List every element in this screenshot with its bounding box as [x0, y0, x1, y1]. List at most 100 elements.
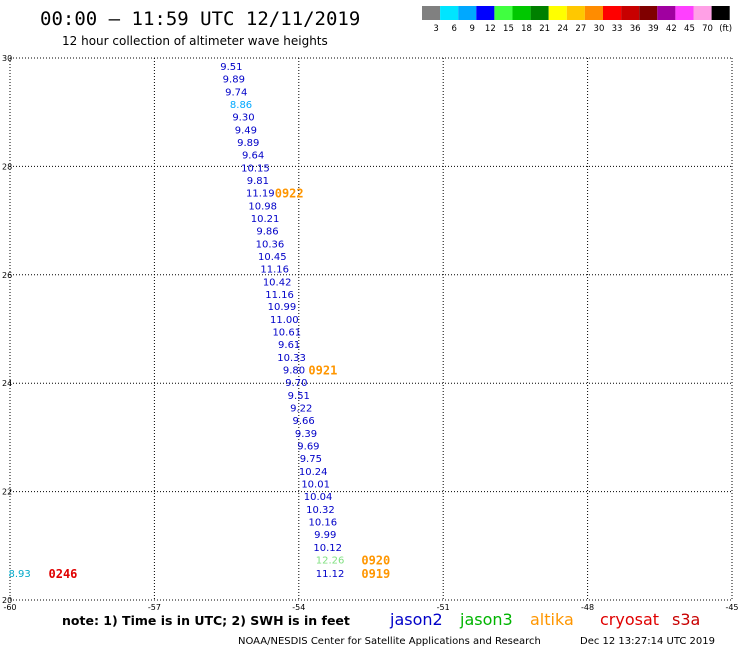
colorbar-label: 3: [433, 24, 438, 34]
swh-value: 9.69: [297, 442, 319, 453]
swh-value: 10.16: [309, 517, 338, 528]
colorbar-swatch: [566, 6, 585, 20]
swh-value: 9.74: [225, 88, 247, 99]
swh-value: 11.16: [265, 290, 294, 301]
colorbar-label: 27: [575, 24, 586, 34]
swh-value: 10.24: [299, 467, 328, 478]
generated-timestamp: Dec 12 13:27:14 UTC 2019: [580, 636, 715, 647]
swh-value: 9.64: [242, 150, 264, 161]
colorbar-label: 45: [684, 24, 695, 34]
colorbar-label: 15: [503, 24, 514, 34]
swh-value: 9.89: [223, 75, 245, 86]
swh-value: 9.61: [278, 340, 300, 351]
colorbar-label: 36: [630, 24, 641, 34]
pass-time: 0921: [308, 364, 337, 378]
y-tick-label: 28: [2, 162, 12, 171]
colorbar-swatch: [711, 6, 730, 20]
swh-value: 10.99: [268, 302, 297, 313]
swh-value: 10.98: [248, 201, 277, 212]
swh-value: 8.86: [230, 100, 252, 111]
plot-grid: [9, 57, 733, 601]
swh-value: 9.70: [285, 378, 307, 389]
swh-value: 10.36: [256, 239, 285, 250]
colorbar-label: 70: [702, 24, 713, 34]
y-tick-label: 30: [2, 54, 12, 63]
satellite-legend: jason2 jason3 altika cryosat s3a: [389, 610, 700, 629]
swh-value: 11.12: [316, 569, 345, 580]
swh-value: 9.89: [237, 138, 259, 149]
swh-value: 11.00: [270, 315, 299, 326]
y-tick-label: 20: [2, 596, 12, 605]
colorbar-label: 39: [648, 24, 659, 34]
swh-value: 8.93: [8, 569, 30, 580]
pass-time: 0246: [49, 567, 78, 581]
colorbar-label: 30: [594, 24, 605, 34]
swh-value: 9.39: [295, 429, 317, 440]
swh-value: 10.32: [306, 505, 335, 516]
wave-height-values: 9.519.899.748.869.309.499.899.6410.159.8…: [8, 62, 344, 580]
axis-tick-labels: -60 -57 -54 -51 -48 -45 20 22 24 26 28 30: [2, 54, 739, 612]
swh-value: 9.86: [256, 226, 278, 237]
x-tick-label: -45: [725, 603, 738, 612]
swh-value: 11.16: [260, 264, 289, 275]
colorbar-label: 42: [666, 24, 677, 34]
colorbar-label: 9: [470, 24, 475, 34]
colorbar-legend: 3 6 9 12 15 18 21 24 27 30 33 36 39 42 45 70 (ft): [422, 6, 732, 34]
swh-value: 10.21: [251, 214, 280, 225]
swh-value: 9.30: [232, 113, 254, 124]
swh-value: 10.15: [241, 163, 270, 174]
colorbar-label: 24: [557, 24, 568, 34]
swh-value: 10.04: [304, 492, 333, 503]
footnote: note: 1) Time is in UTC; 2) SWH is in fe…: [62, 613, 350, 628]
colorbar-swatch: [675, 6, 694, 20]
chart-subtitle: 12 hour collection of altimeter wave hei…: [62, 34, 328, 48]
satellite-legend-s3a: s3a: [672, 610, 700, 629]
colorbar-swatch: [639, 6, 658, 20]
pass-time: 0919: [361, 567, 390, 581]
x-tick-label: -48: [581, 603, 594, 612]
x-tick-label: -51: [437, 603, 450, 612]
colorbar-swatch: [584, 6, 603, 20]
satellite-legend-cryosat: cryosat: [600, 610, 659, 629]
colorbar-swatch: [548, 6, 567, 20]
swh-value: 9.80: [283, 366, 305, 377]
colorbar-swatch: [512, 6, 531, 20]
colorbar-swatch: [458, 6, 477, 20]
colorbar-label: 21: [539, 24, 550, 34]
swh-value: 9.99: [314, 530, 336, 541]
satellite-legend-jason3: jason3: [459, 610, 513, 629]
swh-value: 10.12: [313, 543, 342, 554]
swh-value: 9.22: [290, 404, 312, 415]
credit-line: NOAA/NESDIS Center for Satellite Applica…: [238, 636, 541, 647]
colorbar-swatch: [494, 6, 513, 20]
swh-value: 10.01: [301, 479, 330, 490]
colorbar-label: 33: [612, 24, 623, 34]
y-tick-label: 26: [2, 271, 12, 280]
x-tick-label: -60: [3, 603, 16, 612]
pass-time: 0920: [361, 553, 390, 567]
colorbar-swatch: [621, 6, 640, 20]
colorbar-swatch: [530, 6, 549, 20]
pass-time: 0922: [275, 186, 304, 200]
colorbar-swatch: [693, 6, 712, 20]
x-tick-label: -54: [292, 603, 305, 612]
x-tick-label: -57: [148, 603, 161, 612]
colorbar-label: 18: [521, 24, 532, 34]
swh-value: 12.26: [316, 555, 345, 566]
chart-title: 00:00 – 11:59 UTC 12/11/2019: [40, 8, 360, 30]
colorbar-label: (ft): [719, 24, 732, 34]
y-tick-label: 24: [2, 379, 12, 388]
swh-value: 10.42: [263, 277, 292, 288]
swh-value: 11.19: [246, 188, 275, 199]
swh-value: 10.33: [277, 353, 306, 364]
swh-value: 9.51: [288, 391, 310, 402]
swh-value: 9.51: [220, 62, 242, 73]
satellite-legend-altika: altika: [530, 610, 574, 629]
swh-value: 9.81: [247, 176, 269, 187]
swh-value: 10.45: [258, 252, 287, 263]
swh-value: 9.49: [235, 126, 257, 137]
colorbar-swatch: [476, 6, 495, 20]
colorbar-swatch: [657, 6, 676, 20]
